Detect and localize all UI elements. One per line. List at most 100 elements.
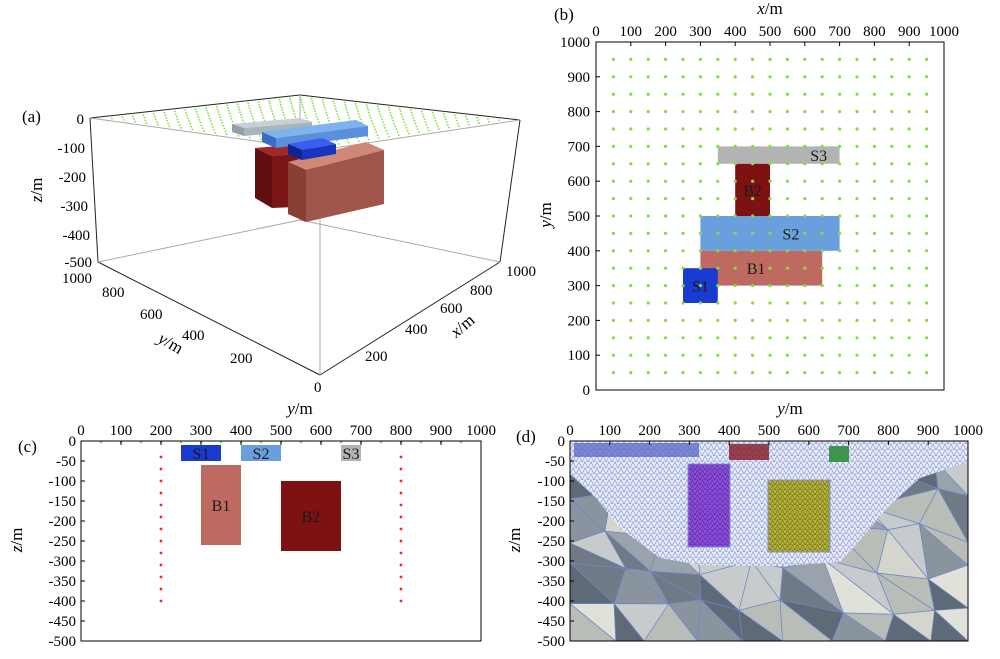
- station-point: [785, 249, 790, 253]
- station-point: [611, 110, 616, 114]
- station-point: [733, 110, 737, 114]
- panel-c-y-axis-label: z/m: [7, 528, 26, 554]
- station-point: [185, 112, 188, 114]
- station-point: [411, 114, 414, 117]
- station-point: [424, 121, 427, 124]
- station-point: [716, 197, 720, 201]
- station-point: [925, 336, 929, 340]
- station-point: [872, 92, 877, 96]
- station-point: [681, 353, 685, 357]
- station-point: [223, 127, 226, 130]
- borehole-point: [159, 455, 163, 459]
- station-point: [803, 162, 807, 166]
- panel-b-plan-view: (b) x/m y/m S3 B2 S2 B1 S1 0 100 200 300 400 500 6…: [536, 0, 959, 399]
- station-point: [227, 107, 229, 110]
- station-point: [314, 110, 316, 113]
- station-point: [646, 249, 650, 253]
- station-point: [629, 144, 633, 148]
- station-point: [646, 284, 650, 288]
- station-point: [733, 249, 737, 253]
- station-point: [301, 103, 304, 106]
- station-point: [121, 116, 124, 119]
- panel-c-blocks: S1 S2 S3 B1 B2: [181, 445, 361, 551]
- station-point: [698, 75, 703, 79]
- station-point: [289, 100, 292, 102]
- station-point: [432, 114, 435, 117]
- station-point: [611, 214, 616, 218]
- station-point: [907, 110, 911, 114]
- borehole-point: [159, 551, 163, 555]
- station-point: [803, 371, 807, 375]
- station-point: [681, 336, 685, 340]
- station-point: [466, 120, 469, 123]
- station-point: [664, 144, 668, 148]
- station-point: [872, 144, 877, 148]
- station-point: [294, 115, 297, 118]
- station-point: [925, 144, 929, 148]
- y-tick-label: -300: [538, 554, 566, 570]
- station-point: [629, 318, 633, 322]
- station-point: [751, 75, 755, 79]
- station-point: [716, 301, 720, 305]
- station-point: [768, 301, 772, 305]
- station-point: [281, 109, 284, 111]
- station-point: [122, 119, 125, 121]
- station-point: [872, 353, 877, 357]
- y-tick-label: 500: [568, 209, 591, 225]
- x-tick-label: 500: [270, 423, 293, 439]
- station-point: [385, 129, 388, 132]
- station-point: [229, 115, 232, 117]
- station-point: [629, 301, 633, 305]
- station-point: [925, 197, 929, 201]
- station-point: [646, 231, 650, 235]
- station-point: [698, 318, 703, 322]
- station-point: [855, 353, 859, 357]
- station-point: [716, 249, 720, 253]
- station-point: [280, 106, 283, 109]
- station-point: [258, 135, 261, 137]
- station-point: [855, 284, 859, 288]
- station-point: [395, 128, 398, 131]
- station-point: [820, 266, 824, 270]
- station-point: [237, 134, 240, 137]
- station-point: [174, 113, 177, 115]
- station-point: [488, 120, 490, 123]
- station-point: [872, 336, 877, 340]
- station-point: [890, 127, 894, 131]
- station-point: [698, 301, 703, 305]
- x-tick-label: 800: [390, 423, 413, 439]
- x-tick-label: 0: [77, 423, 85, 439]
- station-point: [282, 111, 285, 114]
- panel-b-y-axis-label: y/m: [536, 202, 555, 230]
- station-point: [751, 231, 755, 235]
- station-point: [426, 126, 429, 129]
- station-point: [382, 121, 384, 124]
- station-point: [785, 353, 790, 357]
- station-point: [176, 118, 179, 121]
- station-point: [855, 336, 859, 340]
- block-label: S3: [810, 148, 827, 165]
- y-tick-label: 700: [568, 139, 591, 155]
- station-point: [855, 318, 859, 322]
- station-point: [890, 318, 894, 322]
- station-point: [925, 266, 929, 270]
- station-point: [205, 107, 208, 109]
- station-point: [399, 110, 402, 113]
- station-point: [214, 131, 217, 134]
- station-point: [925, 179, 929, 183]
- station-point: [681, 92, 685, 96]
- y-tick-label: -500: [538, 634, 566, 650]
- x-tick-label: 0: [592, 24, 600, 40]
- station-point: [377, 137, 380, 139]
- station-point: [890, 179, 894, 183]
- station-point: [838, 249, 842, 253]
- station-point: [838, 214, 842, 218]
- station-point: [803, 318, 807, 322]
- station-point: [338, 118, 341, 121]
- station-point: [716, 127, 720, 131]
- station-point: [231, 120, 234, 123]
- station-point: [681, 144, 685, 148]
- station-point: [446, 123, 449, 126]
- z-tick-label: -400: [63, 228, 91, 244]
- station-point: [698, 266, 703, 270]
